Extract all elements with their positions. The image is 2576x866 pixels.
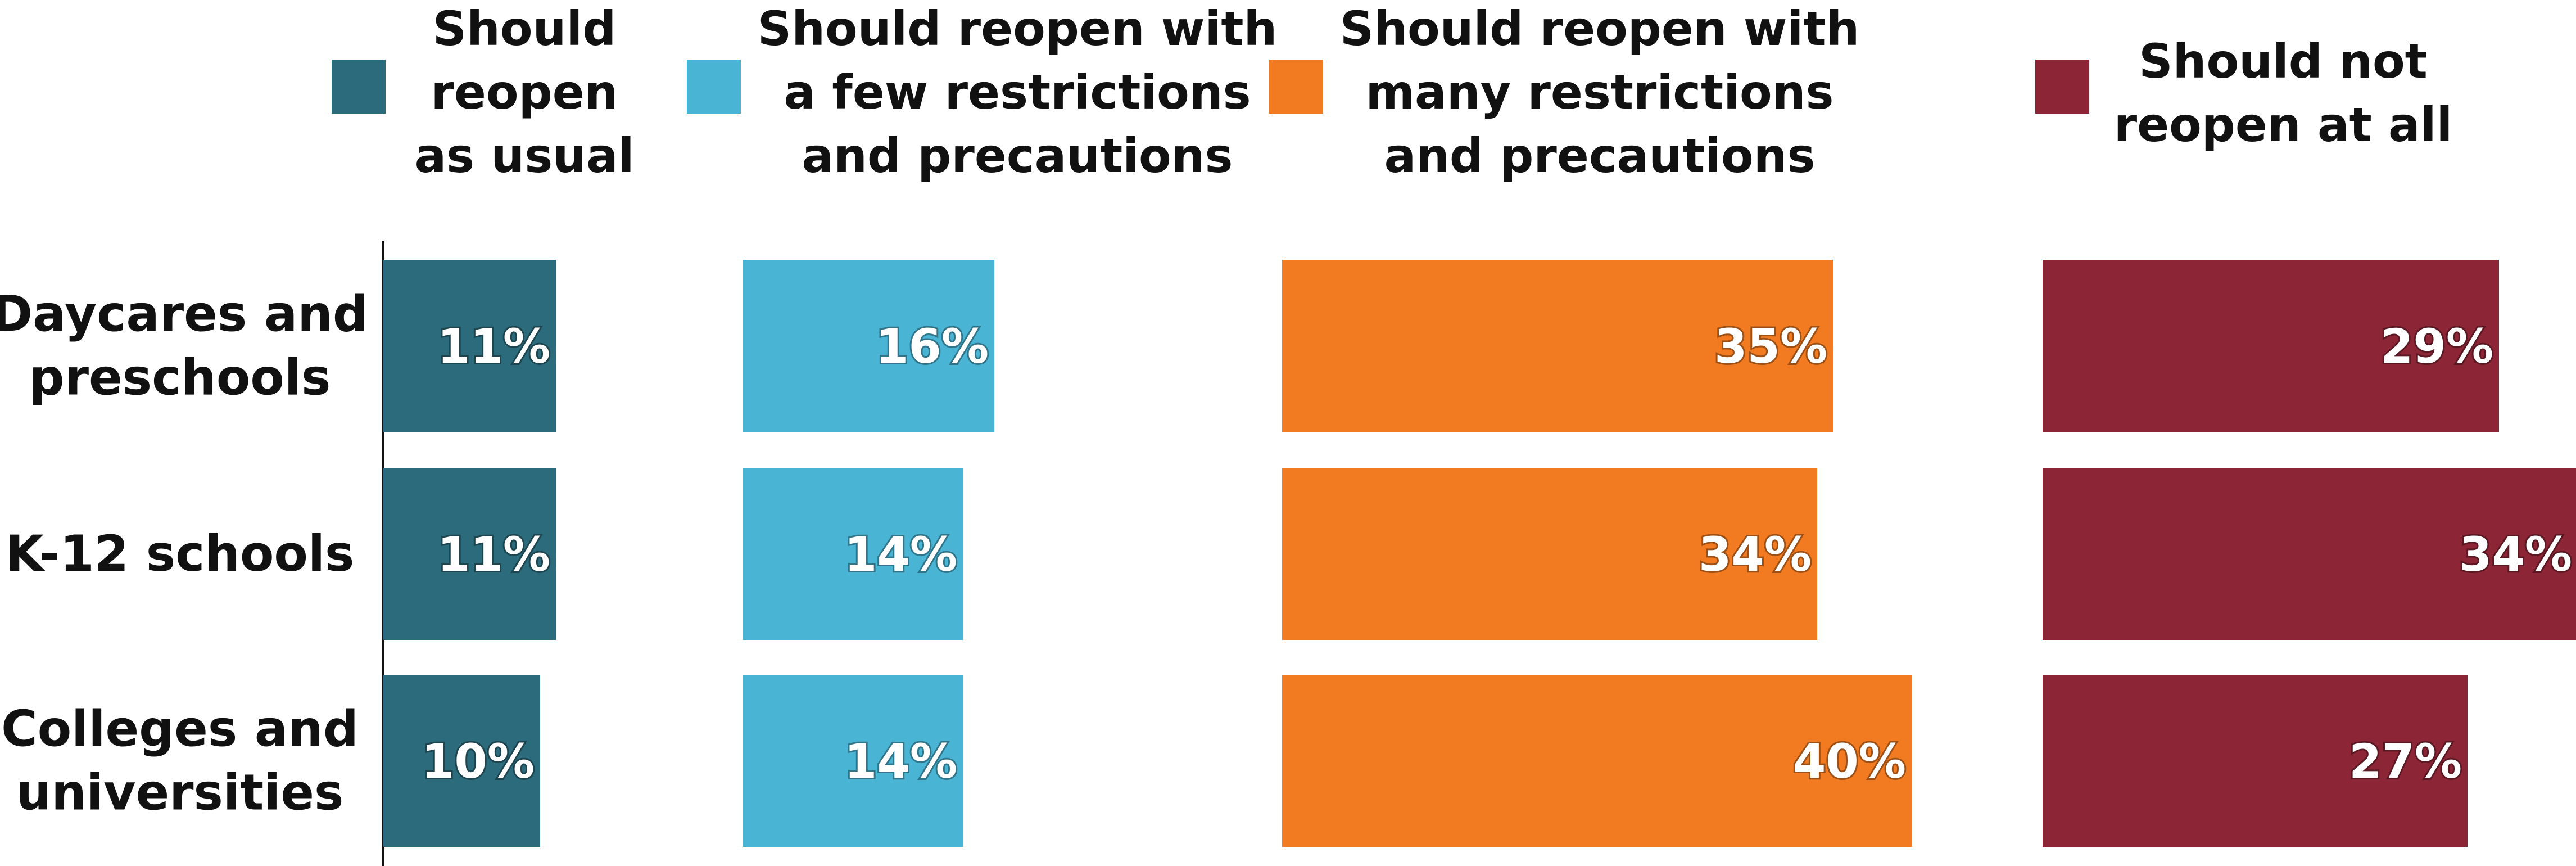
value-label-s3-c1: 34% [2459, 527, 2572, 582]
value-label-s2-c2: 40% [1793, 734, 1906, 789]
value-label-s2-c1: 34% [1699, 527, 1812, 582]
value-label-s0-c2: 10% [422, 734, 535, 789]
legend-label-1: Should reopen with a few restrictions and … [758, 1, 1278, 183]
category-label-2: Colleges and universities [1, 700, 359, 822]
bar-s2-c1 [1282, 468, 1817, 640]
value-label-s3-c2: 27% [2349, 734, 2462, 789]
category-label-1: K-12 schools [6, 525, 355, 583]
category-label-0: Daycares and preschools [0, 285, 368, 407]
legend-label-2: Should reopen with many restrictions and p… [1340, 1, 1860, 183]
value-label-s0-c1: 11% [437, 527, 550, 582]
bar-s1-c0 [743, 260, 994, 432]
bar-s0-c1 [383, 468, 556, 640]
value-label-s1-c1: 14% [844, 527, 957, 582]
value-labels: 11% 11% 10% 16% 14% 14% 35% 34% 40% 29% 34% 27% [420, 317, 2574, 791]
bars [383, 260, 2576, 847]
bar-s3-c2 [2043, 675, 2468, 847]
legend: Should reopen as usual Should reopen with a … [332, 1, 2452, 183]
bar-s0-c2 [383, 675, 540, 847]
legend-label-0: Should reopen as usual [414, 1, 634, 183]
bar-s1-c1 [743, 468, 963, 640]
value-label-s1-c0: 16% [876, 319, 989, 374]
legend-swatch-1 [687, 60, 741, 114]
bar-s2-c0 [1282, 260, 1833, 432]
value-label-s3-c0: 29% [2380, 319, 2493, 374]
value-label-s0-c0: 11% [437, 319, 550, 374]
legend-swatch-0 [332, 60, 386, 114]
legend-swatch-3 [2035, 60, 2089, 114]
legend-label-3: Should not reopen at all [2114, 34, 2453, 152]
category-labels: Daycares and preschools K-12 schools Colleg… [0, 285, 368, 822]
legend-swatch-2 [1269, 60, 1323, 114]
value-label-s1-c2: 14% [844, 734, 957, 789]
bar-s0-c0 [383, 260, 556, 432]
bar-s2-c2 [1282, 675, 1912, 847]
bar-s3-c0 [2043, 260, 2499, 432]
bar-s1-c2 [743, 675, 963, 847]
value-label-s2-c0: 35% [1714, 319, 1827, 374]
bar-s3-c1 [2043, 468, 2576, 640]
